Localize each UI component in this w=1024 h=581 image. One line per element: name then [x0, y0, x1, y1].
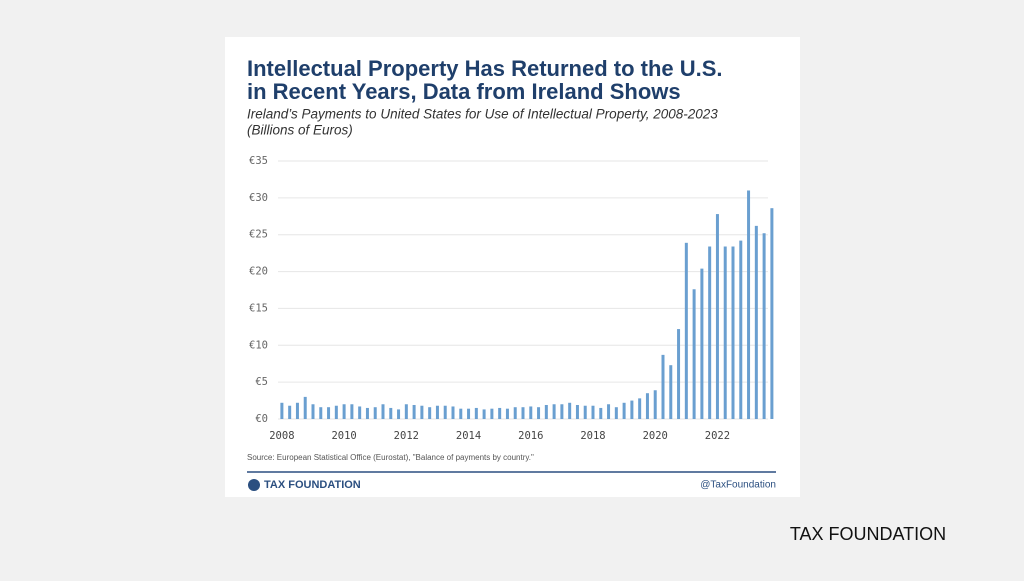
- footer-brand: TAX FOUNDATION: [264, 479, 361, 491]
- title-line: Intellectual Property Has Returned to th…: [247, 56, 723, 81]
- y-tick-label: €25: [249, 229, 268, 241]
- y-tick-label: €10: [249, 339, 268, 351]
- bar: [529, 406, 533, 419]
- bar: [614, 407, 618, 419]
- bar: [303, 396, 307, 419]
- bar: [474, 407, 478, 419]
- bar: [319, 407, 323, 419]
- bar: [513, 407, 517, 419]
- bar: [459, 408, 463, 419]
- subtitle-line: (Billions of Euros): [247, 123, 353, 138]
- bar: [653, 390, 657, 419]
- x-tick-label: 2012: [394, 430, 419, 442]
- bar: [739, 240, 743, 419]
- bar: [560, 404, 564, 419]
- bar: [630, 400, 634, 419]
- bar: [327, 407, 331, 419]
- bar: [404, 404, 408, 419]
- bar: [715, 214, 719, 419]
- card: [225, 37, 800, 497]
- bar: [451, 406, 455, 419]
- logo-icon: [248, 479, 260, 491]
- bar: [295, 402, 299, 419]
- bar: [537, 407, 541, 419]
- bar: [552, 404, 556, 419]
- bar: [638, 398, 642, 419]
- bar: [505, 408, 509, 419]
- bar: [599, 407, 603, 419]
- bar: [358, 406, 362, 419]
- bar: [731, 246, 735, 419]
- bar: [607, 404, 611, 419]
- bar: [490, 408, 494, 419]
- y-tick-label: €15: [249, 302, 268, 314]
- bar: [334, 405, 338, 419]
- y-tick-label: €20: [249, 266, 268, 278]
- bar: [467, 408, 471, 419]
- bar: [428, 407, 432, 419]
- bar: [723, 246, 727, 419]
- x-tick-label: 2008: [269, 430, 294, 442]
- x-tick-label: 2014: [456, 430, 481, 442]
- bar: [770, 208, 774, 419]
- bar: [747, 190, 751, 419]
- bar: [350, 404, 354, 419]
- bar: [669, 365, 673, 419]
- bar: [498, 407, 502, 419]
- bar: [661, 354, 665, 419]
- bar: [288, 405, 292, 419]
- x-tick-label: 2020: [643, 430, 668, 442]
- bar: [583, 405, 587, 419]
- bar: [754, 225, 758, 419]
- bar: [568, 402, 572, 419]
- bar: [389, 407, 393, 419]
- bar: [521, 407, 525, 419]
- bar: [280, 402, 284, 419]
- x-tick-label: 2022: [705, 430, 730, 442]
- bar: [708, 246, 712, 419]
- subtitle-line: Ireland’s Payments to United States for …: [247, 107, 718, 122]
- bar: [443, 405, 447, 419]
- bar: [575, 404, 579, 419]
- bar: [373, 407, 377, 419]
- bar: [692, 289, 696, 419]
- source: Source: European Statistical Office (Eur…: [247, 453, 534, 462]
- bar: [397, 409, 401, 419]
- bar: [412, 404, 416, 419]
- bar: [311, 404, 315, 419]
- bar: [677, 329, 681, 419]
- y-tick-label: €30: [249, 192, 268, 204]
- bar: [622, 402, 626, 419]
- title-line: in Recent Years, Data from Ireland Shows: [247, 79, 681, 104]
- bar: [482, 409, 486, 419]
- bar: [645, 393, 649, 419]
- bar: [342, 404, 346, 419]
- bar: [420, 405, 424, 419]
- bar: [591, 405, 595, 419]
- y-tick-label: €35: [249, 155, 268, 167]
- bar: [365, 407, 369, 419]
- bar: [700, 268, 704, 419]
- x-tick-label: 2018: [580, 430, 605, 442]
- y-tick-label: €5: [255, 376, 268, 388]
- bar: [544, 404, 548, 419]
- slide-brand: TAX FOUNDATION: [790, 524, 946, 544]
- bar: [435, 405, 439, 419]
- y-tick-label: €0: [255, 413, 268, 425]
- x-tick-label: 2016: [518, 430, 543, 442]
- bar: [381, 404, 385, 419]
- bar: [762, 233, 766, 419]
- footer-handle: @TaxFoundation: [700, 480, 776, 491]
- bar: [684, 242, 688, 419]
- x-tick-label: 2010: [331, 430, 356, 442]
